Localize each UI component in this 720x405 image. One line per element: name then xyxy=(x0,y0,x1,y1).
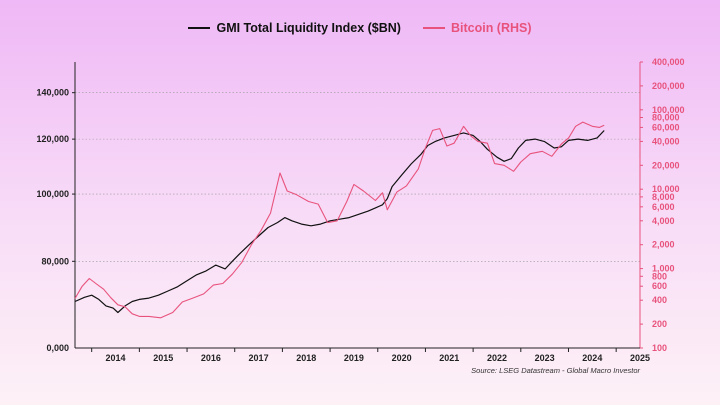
right-tick-label-16: 200,000 xyxy=(652,81,685,91)
right-tick-label-2: 400 xyxy=(652,295,667,305)
series-layer xyxy=(74,121,605,319)
right-tick-label-0: 100 xyxy=(652,343,667,353)
right-tick-label-6: 2,000 xyxy=(652,240,675,250)
right-tick-label-12: 40,000 xyxy=(652,136,680,146)
liquidity-series-line xyxy=(74,130,605,314)
legend-label-liquidity: GMI Total Liquidity Index ($BN) xyxy=(216,21,401,35)
legend-label-bitcoin: Bitcoin (RHS) xyxy=(450,21,532,35)
axes-layer xyxy=(72,61,643,352)
legend: GMI Total Liquidity Index ($BN) Bitcoin … xyxy=(0,18,720,38)
x-tick-label-10: 2024 xyxy=(582,353,602,363)
x-tick-label-0: 2014 xyxy=(106,353,126,363)
right-tick-label-14: 80,000 xyxy=(652,112,680,122)
x-tick-label-3: 2017 xyxy=(249,353,269,363)
right-tick-label-3: 600 xyxy=(652,281,667,291)
left-tick-label-bottom: 0,000 xyxy=(46,343,69,353)
right-tick-label-13: 60,000 xyxy=(652,122,680,132)
left-tick-label-3: 140,000 xyxy=(36,88,69,98)
legend-swatch-bitcoin xyxy=(422,27,445,29)
x-tick-label-11: 2025 xyxy=(630,353,650,363)
left-tick-label-0: 80,000 xyxy=(41,256,69,266)
grid-layer xyxy=(75,92,640,262)
legend-swatch-liquidity xyxy=(188,27,211,29)
right-tick-label-7: 4,000 xyxy=(652,216,675,226)
x-tick-label-1: 2015 xyxy=(153,353,173,363)
left-tick-label-1: 100,000 xyxy=(36,189,69,199)
x-tick-label-6: 2020 xyxy=(392,353,412,363)
legend-item-liquidity: GMI Total Liquidity Index ($BN) xyxy=(188,21,401,35)
legend-item-bitcoin: Bitcoin (RHS) xyxy=(422,21,532,35)
right-tick-label-10: 10,000 xyxy=(652,184,680,194)
right-tick-label-15: 100,000 xyxy=(652,105,685,115)
right-tick-label-8: 6,000 xyxy=(652,202,675,212)
right-tick-label-17: 400,000 xyxy=(652,57,685,67)
right-tick-label-4: 800 xyxy=(652,271,667,281)
x-tick-label-9: 2023 xyxy=(535,353,555,363)
right-tick-label-1: 200 xyxy=(652,319,667,329)
right-tick-label-11: 20,000 xyxy=(652,160,680,170)
x-tick-label-4: 2018 xyxy=(296,353,316,363)
x-tick-label-5: 2019 xyxy=(344,353,364,363)
x-tick-label-2: 2016 xyxy=(201,353,221,363)
x-tick-label-7: 2021 xyxy=(439,353,459,363)
source-note: Source: LSEG Datastream - Global Macro I… xyxy=(471,366,640,375)
right-tick-label-5: 1,000 xyxy=(652,264,675,274)
right-tick-label-9: 8,000 xyxy=(652,192,675,202)
left-tick-label-2: 120,000 xyxy=(36,134,69,144)
bitcoin-series-line xyxy=(74,121,605,319)
x-tick-label-8: 2022 xyxy=(487,353,507,363)
